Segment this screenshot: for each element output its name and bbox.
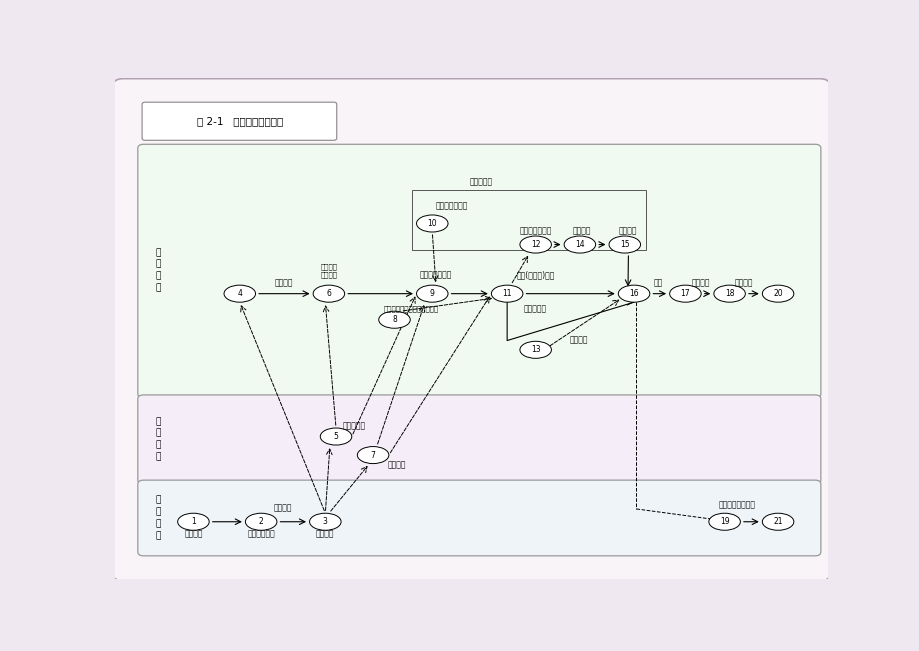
Text: 15: 15 (619, 240, 629, 249)
Text: 20: 20 (773, 289, 782, 298)
FancyBboxPatch shape (138, 480, 820, 556)
Text: 施
工
管
理: 施 工 管 理 (155, 495, 160, 540)
Text: 1: 1 (191, 518, 196, 526)
Text: 梯子平台及其它框架结构安装: 梯子平台及其它框架结构安装 (383, 305, 438, 312)
Text: 19: 19 (719, 518, 729, 526)
Text: 11: 11 (502, 289, 511, 298)
Ellipse shape (309, 513, 341, 531)
Text: 基础验收: 基础验收 (275, 278, 293, 287)
Text: 开工保运: 开工保运 (733, 278, 753, 287)
Ellipse shape (669, 285, 700, 302)
Text: 4: 4 (237, 289, 242, 298)
Text: 技术交底: 技术交底 (316, 530, 335, 539)
Text: 钢结构预制: 钢结构预制 (342, 421, 365, 430)
Ellipse shape (762, 285, 793, 302)
Ellipse shape (708, 513, 740, 531)
Ellipse shape (245, 513, 277, 531)
Text: 现
场
施
工: 现 场 施 工 (155, 248, 160, 292)
Text: 对流室村里: 对流室村里 (524, 304, 547, 313)
Text: 17: 17 (680, 289, 689, 298)
Ellipse shape (491, 285, 522, 302)
Text: 熟悉图纸: 熟悉图纸 (184, 530, 202, 539)
FancyBboxPatch shape (142, 102, 336, 140)
Text: 对流室结构安装: 对流室结构安装 (419, 270, 451, 279)
Text: 整理交工技术文件: 整理交工技术文件 (718, 501, 754, 510)
Text: 2: 2 (258, 518, 263, 526)
Text: 炉体配管: 炉体配管 (573, 226, 591, 235)
Ellipse shape (379, 311, 410, 328)
Text: 14: 14 (574, 240, 584, 249)
Text: 12: 12 (530, 240, 539, 249)
Ellipse shape (416, 285, 448, 302)
Ellipse shape (223, 285, 255, 302)
Text: 9: 9 (429, 289, 435, 298)
Text: 16: 16 (629, 289, 638, 298)
Text: 试压吹扫: 试压吹扫 (618, 226, 637, 235)
Text: 辐射室村里: 辐射室村里 (469, 177, 492, 186)
Text: 3: 3 (323, 518, 327, 526)
Text: 钢炉(或烟道)安装: 钢炉(或烟道)安装 (516, 271, 554, 280)
Text: 附件安装: 附件安装 (569, 335, 587, 344)
Ellipse shape (312, 285, 345, 302)
Text: 6: 6 (326, 289, 331, 298)
Text: 5: 5 (334, 432, 338, 441)
Ellipse shape (519, 341, 550, 358)
FancyBboxPatch shape (138, 395, 820, 484)
Text: 10: 10 (427, 219, 437, 228)
Text: 8: 8 (391, 315, 396, 324)
Text: 编制施工方案: 编制施工方案 (247, 530, 275, 539)
Text: 加
工
预
制: 加 工 预 制 (155, 417, 160, 462)
Text: 18: 18 (724, 289, 733, 298)
Ellipse shape (608, 236, 640, 253)
Text: 21: 21 (773, 518, 782, 526)
Ellipse shape (713, 285, 744, 302)
Ellipse shape (177, 513, 209, 531)
FancyBboxPatch shape (113, 79, 829, 581)
Text: 13: 13 (530, 345, 539, 354)
FancyBboxPatch shape (138, 145, 820, 398)
Ellipse shape (416, 215, 448, 232)
Text: 交工验收: 交工验收 (691, 278, 709, 287)
Text: 7: 7 (370, 450, 375, 460)
Ellipse shape (320, 428, 351, 445)
Text: 对流室炉管安装: 对流室炉管安装 (519, 226, 551, 235)
Ellipse shape (519, 236, 550, 253)
Text: 材料检验: 材料检验 (273, 504, 291, 513)
Text: 辐射室炉管安装: 辐射室炉管安装 (435, 201, 467, 210)
Text: 图 2-1   焦化炉施工程序图: 图 2-1 焦化炉施工程序图 (197, 117, 283, 126)
Ellipse shape (357, 447, 389, 464)
Text: 烘炉: 烘炉 (653, 278, 663, 287)
Ellipse shape (618, 285, 649, 302)
Text: 炉管预制: 炉管预制 (387, 461, 405, 469)
Ellipse shape (762, 513, 793, 531)
Ellipse shape (563, 236, 595, 253)
Text: 辐射室钢
结构安装: 辐射室钢 结构安装 (320, 264, 337, 278)
